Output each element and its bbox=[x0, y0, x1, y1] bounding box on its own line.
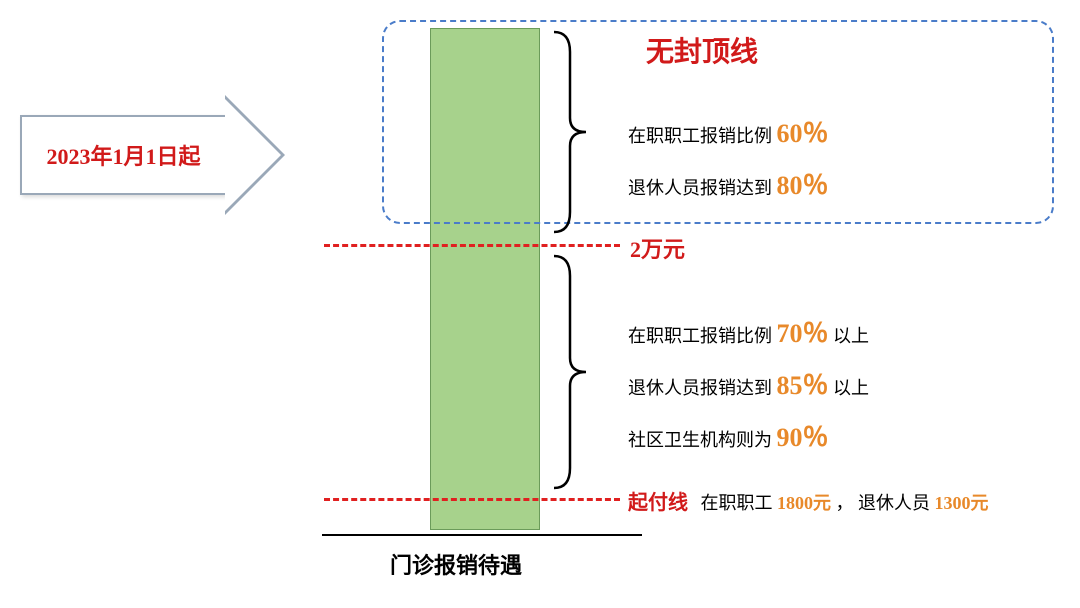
bot-l3-prefix: 社区卫生机构则为 bbox=[628, 430, 772, 450]
baseline bbox=[322, 534, 642, 536]
effective-date-arrow: 2023年1月1日起 bbox=[20, 100, 285, 210]
deductible-sep: ， bbox=[836, 493, 854, 513]
top-l2-pct: 80％ bbox=[777, 171, 829, 200]
deductible-row: 起付线 在职职工 1800元 ， 退休人员 1300元 bbox=[628, 486, 989, 515]
arrow-text: 2023年1月1日起 bbox=[46, 139, 200, 171]
threshold-line bbox=[324, 244, 620, 247]
top-l1-pct: 60％ bbox=[777, 119, 829, 148]
bottom-tier-text: 在职职工报销比例 70％ 以上 退休人员报销达到 85％ 以上 社区卫生机构则为… bbox=[628, 308, 869, 464]
brace-bottom bbox=[546, 252, 590, 492]
deductible-label: 起付线 bbox=[628, 492, 688, 514]
top-tier-text: 在职职工报销比例 60％ 退休人员报销达到 80％ bbox=[628, 108, 829, 212]
brace-top bbox=[546, 28, 590, 236]
top-line-1: 在职职工报销比例 60％ bbox=[628, 108, 829, 160]
bot-l3-pct: 90％ bbox=[777, 423, 829, 452]
bottom-line-1: 在职职工报销比例 70％ 以上 bbox=[628, 308, 869, 360]
top-line-2: 退休人员报销达到 80％ bbox=[628, 160, 829, 212]
bottom-line-3: 社区卫生机构则为 90％ bbox=[628, 412, 869, 464]
no-cap-title-text: 无封顶线 bbox=[646, 37, 758, 68]
bot-l2-prefix: 退休人员报销达到 bbox=[628, 378, 772, 398]
chart-title: 门诊报销待遇 bbox=[390, 548, 522, 580]
bot-l1-pct: 70％ bbox=[777, 319, 829, 348]
top-l1-prefix: 在职职工报销比例 bbox=[628, 126, 772, 146]
bot-l2-pct: 85％ bbox=[777, 371, 829, 400]
bottom-line-2: 退休人员报销达到 85％ 以上 bbox=[628, 360, 869, 412]
threshold-value: 2万元 bbox=[630, 237, 685, 262]
bot-l2-suffix: 以上 bbox=[833, 378, 869, 398]
deductible-line bbox=[324, 498, 620, 501]
threshold-label: 2万元 bbox=[630, 232, 685, 264]
top-l2-prefix: 退休人员报销达到 bbox=[628, 178, 772, 198]
deductible-ret-text: 退休人员 bbox=[858, 493, 930, 513]
arrow-body: 2023年1月1日起 bbox=[20, 115, 225, 195]
deductible-ret-amt: 1300元 bbox=[935, 493, 989, 513]
bot-l1-suffix: 以上 bbox=[833, 326, 869, 346]
bot-l1-prefix: 在职职工报销比例 bbox=[628, 326, 772, 346]
no-cap-title: 无封顶线 bbox=[646, 30, 758, 70]
deductible-emp-amt: 1800元 bbox=[777, 493, 831, 513]
arrow-head-icon bbox=[225, 95, 285, 215]
deductible-emp-text: 在职职工 bbox=[701, 493, 773, 513]
